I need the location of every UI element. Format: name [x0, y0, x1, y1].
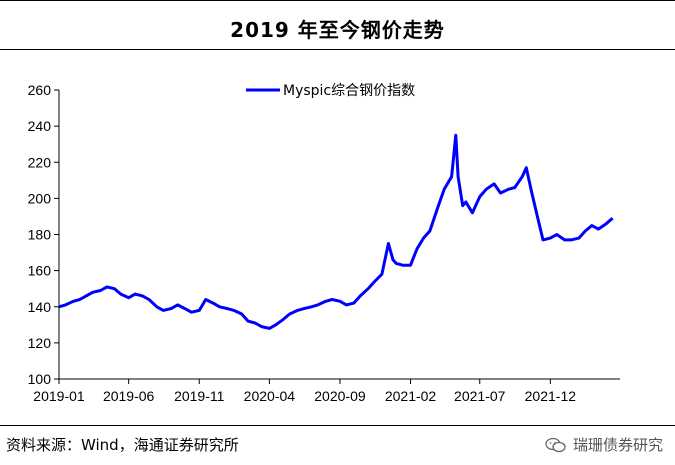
x-tick-label: 2019-06: [103, 388, 155, 404]
series-line: [58, 133, 614, 330]
title-divider: [0, 49, 675, 50]
x-tick-label: 2021-07: [454, 388, 506, 404]
watermark: 瑞珊债券研究: [545, 434, 663, 455]
y-tick-label: 200: [28, 190, 52, 206]
chart-title: 2019 年至今钢价走势: [230, 18, 445, 42]
x-tick-label: 2021-12: [525, 388, 577, 404]
x-tick-label: 2019-11: [174, 388, 225, 404]
x-tick-label: 2020-09: [314, 388, 366, 404]
y-tick-label: 180: [28, 227, 52, 243]
legend-label: Myspic综合钢价指数: [283, 83, 415, 99]
y-tick-label: 140: [28, 299, 52, 315]
axes: [58, 90, 620, 380]
y-tick-label: 160: [28, 263, 52, 279]
source-note: 资料来源：Wind，海通证券研究所: [6, 436, 239, 454]
line-chart: 100 120 140 160 180 200 220 240 260 2019-01 2019-0…: [28, 82, 620, 404]
footer-divider: [0, 425, 675, 426]
top-rule: [0, 0, 675, 1]
wechat-icon: [545, 437, 566, 452]
x-tick-label: 2019-01: [33, 388, 85, 404]
series-layer: [58, 133, 614, 330]
legend: Myspic综合钢价指数: [246, 83, 415, 99]
y-tick-label: 100: [28, 371, 52, 387]
y-tick-label: 260: [28, 82, 52, 98]
y-tick-label: 120: [28, 335, 52, 351]
watermark-label: 瑞珊债券研究: [572, 436, 663, 454]
x-tick-label: 2021-02: [385, 388, 437, 404]
y-tick-label: 220: [28, 154, 52, 170]
tick-labels: 100 120 140 160 180 200 220 240 260 2019-01 2019-0…: [28, 82, 577, 404]
y-tick-label: 240: [28, 118, 52, 134]
x-tick-label: 2020-04: [244, 388, 296, 404]
